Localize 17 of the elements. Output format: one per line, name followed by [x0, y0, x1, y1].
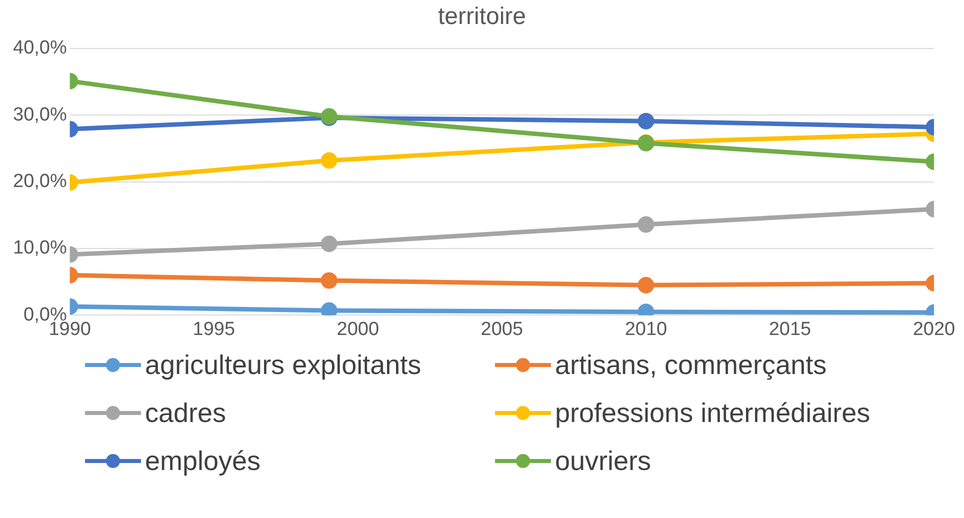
legend-label: ouvriers — [555, 446, 652, 476]
legend-label: agriculteurs exploitants — [145, 350, 422, 380]
y-tick-label: 30,0% — [13, 104, 67, 126]
x-tick-label: 2005 — [480, 318, 524, 340]
y-tick-label: 10,0% — [13, 238, 67, 259]
x-tick-label: 2020 — [912, 318, 956, 340]
y-tick-label: 40,0% — [13, 38, 67, 59]
legend-label: artisans, commerçants — [555, 350, 827, 380]
legend-label: employés — [145, 446, 261, 476]
legend-label: professions intermédiaires — [555, 398, 870, 428]
x-tick-label: 2000 — [336, 318, 380, 340]
legend-label: cadres — [145, 398, 226, 428]
x-tick-label: 2015 — [768, 318, 812, 340]
chart-title: territoire — [436, 2, 528, 32]
x-tick-label: 1995 — [192, 318, 236, 340]
x-tick-label: 2010 — [624, 318, 668, 340]
y-tick-label: 20,0% — [13, 171, 67, 192]
